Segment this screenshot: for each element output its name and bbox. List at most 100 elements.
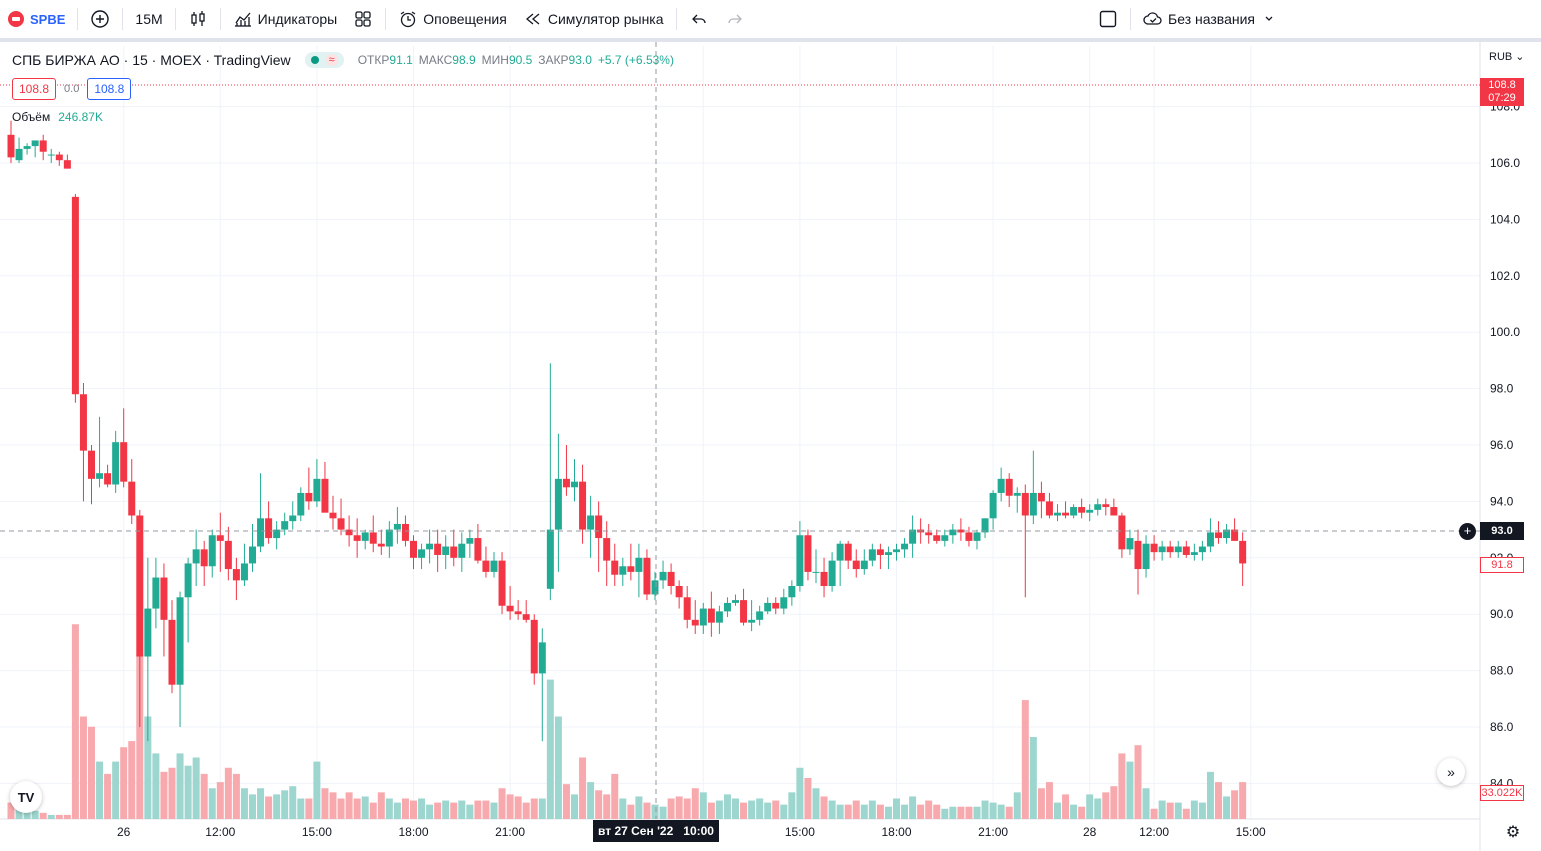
volume-bar [506, 794, 514, 819]
candle-body [1054, 512, 1061, 516]
candle-body [571, 481, 578, 488]
volume-bar [562, 784, 570, 819]
low-item: МИН90.5 [481, 53, 533, 67]
volume-bar [683, 798, 691, 819]
volume-bar [112, 761, 120, 819]
volume-bar [152, 753, 160, 819]
candle-body [772, 602, 780, 609]
candle-body [538, 642, 546, 674]
alerts-label: Оповещения [423, 11, 507, 27]
candle-body [876, 549, 884, 555]
candle-body [1174, 546, 1182, 553]
crosshair-time: 10:00 [683, 824, 714, 838]
alerts-button[interactable]: Оповещения [390, 2, 515, 36]
crosshair-date: вт 27 Сен '22 [598, 824, 674, 838]
volume-bar [1070, 804, 1078, 819]
volume-bar [1223, 796, 1231, 819]
volume-bar [1231, 790, 1239, 819]
volume-bar [1206, 771, 1214, 819]
legend-status-toggle[interactable]: ≈ [304, 52, 344, 68]
market-status-icon [310, 56, 319, 64]
time-axis[interactable]: 26 12:00 15:00 18:00 21:00 12:00 15:00 18:00 21:… [0, 819, 1480, 845]
volume-bar [273, 794, 281, 819]
volume-bar [401, 798, 409, 819]
volume-bar [410, 800, 417, 819]
volume-bar [933, 804, 941, 819]
chart-type-button[interactable] [180, 2, 216, 36]
add-alert-plus-icon[interactable]: + [1459, 523, 1476, 540]
candle-body [1215, 532, 1222, 539]
candle-body [361, 532, 369, 541]
candle-body [208, 535, 216, 567]
tradingview-logo[interactable]: TV [10, 781, 42, 813]
redo-button[interactable] [717, 2, 753, 36]
currency-selector[interactable]: RUB ⌄ [1489, 51, 1525, 63]
candle-body [216, 535, 224, 541]
candle-body [780, 597, 788, 609]
volume-bar [1045, 782, 1053, 819]
templates-button[interactable] [345, 2, 381, 36]
replay-button[interactable]: Симулятор рынка [515, 2, 672, 36]
candle-body [812, 571, 820, 573]
candle-body [627, 566, 635, 572]
volume-bar [1198, 802, 1206, 819]
layout-menu-button[interactable]: Без названия [1135, 2, 1287, 36]
candle-body [675, 586, 683, 598]
chart-legend: СПБ БИРЖА АО · 15 · MOEX · TradingView ≈… [12, 52, 674, 68]
bid-price-tag: 91.8 [1480, 557, 1524, 573]
candle-body [764, 602, 772, 612]
candle-body [136, 515, 144, 657]
volume-bar [997, 804, 1005, 819]
candle-body [273, 529, 281, 539]
candle-body [1142, 543, 1150, 570]
volume-bar [200, 773, 208, 819]
candle-body [426, 543, 434, 550]
volume-bar [337, 798, 345, 819]
candle-body [160, 577, 168, 620]
candle-body [506, 605, 514, 612]
undo-icon [689, 9, 709, 29]
candle-body [587, 515, 595, 530]
volume-bar [917, 804, 925, 819]
volume-bar [748, 800, 756, 819]
last-price-tag: 108.8 07:29 [1480, 78, 1524, 106]
toolbar-divider [219, 8, 221, 30]
toolbar-divider [675, 8, 677, 30]
candle-body [353, 535, 361, 541]
candle-body [933, 535, 941, 541]
candle-body [79, 394, 87, 451]
volume-bar [756, 798, 764, 819]
volume-bar [240, 788, 248, 819]
indicators-button[interactable]: Индикаторы [225, 2, 346, 36]
candle-body [852, 560, 860, 570]
plus-circle-icon [90, 9, 110, 29]
candle-body [168, 619, 176, 685]
gear-icon[interactable]: ⚙ [1505, 824, 1521, 841]
sell-button[interactable]: 108.8 [12, 78, 57, 100]
candle-body [265, 518, 273, 539]
candle-body [973, 532, 981, 541]
interval-button[interactable]: 15M [127, 2, 170, 36]
volume-bar [1078, 806, 1086, 819]
buy-button[interactable]: 108.8 [87, 78, 132, 100]
price-tick-label: 88.0 [1490, 664, 1514, 678]
compare-symbol-button[interactable] [82, 2, 118, 36]
chart-pane[interactable]: 84.086.088.090.092.094.096.098.0100.0102… [0, 42, 1541, 851]
undo-button[interactable] [681, 2, 717, 36]
candle-body [756, 611, 764, 620]
fullscreen-button[interactable] [1090, 2, 1126, 36]
price-chart[interactable]: 84.086.088.090.092.094.096.098.0100.0102… [0, 42, 1541, 851]
scroll-to-realtime-button[interactable]: » [1437, 758, 1465, 786]
volume-bar [345, 792, 353, 819]
volume-bar [71, 624, 79, 819]
candle-body [659, 571, 667, 581]
candle-body [1239, 540, 1247, 564]
volume-bar [901, 804, 909, 819]
candle-body [490, 560, 498, 572]
candle-body [474, 538, 482, 561]
symbol-search-button[interactable]: SPBE [0, 2, 73, 36]
indicators-icon [233, 9, 253, 29]
candle-body [297, 492, 305, 516]
candle-body [329, 512, 337, 519]
volume-bar [23, 808, 31, 819]
